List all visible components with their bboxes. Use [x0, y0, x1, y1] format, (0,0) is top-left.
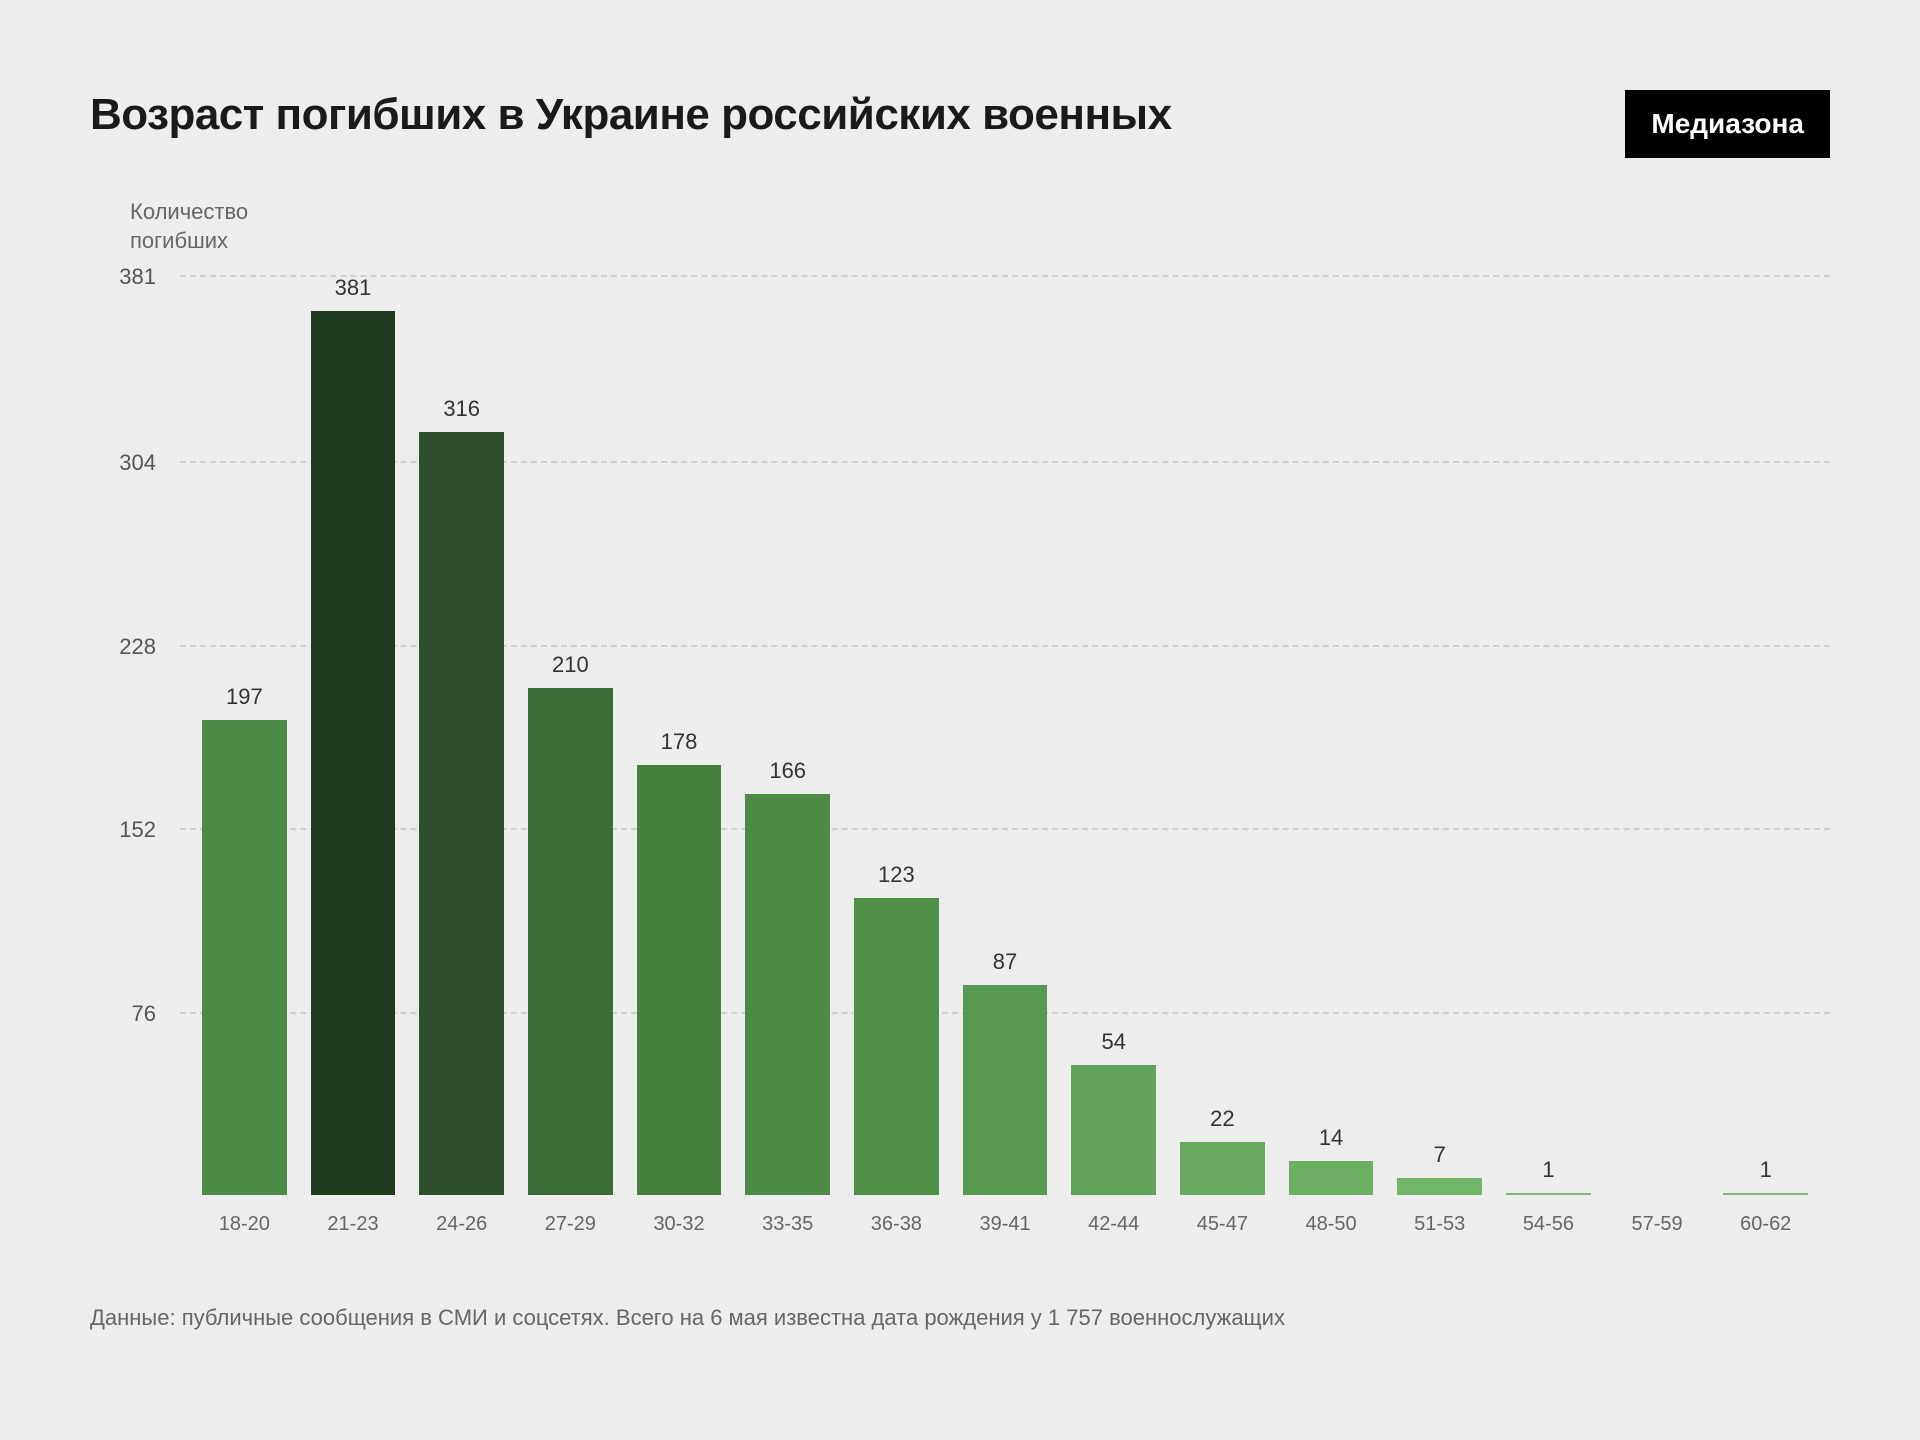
y-tick-label: 228: [119, 634, 156, 660]
bar: [1397, 1178, 1482, 1195]
bar-value-label: 123: [878, 862, 915, 888]
bar-value-label: 210: [552, 652, 589, 678]
yaxis-label-line1: Количество: [130, 199, 248, 224]
bar-value-label: 87: [993, 949, 1017, 975]
bar: [1071, 1065, 1156, 1195]
bar-slot: 316: [407, 275, 516, 1195]
bar-slot: 14: [1277, 275, 1386, 1195]
x-tick-label: 36-38: [842, 1195, 951, 1255]
y-tick-label: 76: [132, 1001, 156, 1027]
bar: [202, 720, 287, 1196]
x-tick-label: 39-41: [951, 1195, 1060, 1255]
bar-value-label: 7: [1434, 1142, 1446, 1168]
bar-value-label: 166: [769, 758, 806, 784]
chart: 76 152 228 304 381 197 381 316 210 178 166 123 87 54…: [90, 275, 1830, 1255]
yaxis-label: Количество погибших: [130, 198, 1830, 255]
chart-title: Возраст погибших в Украине российских во…: [90, 90, 1172, 140]
bar-slot: 210: [516, 275, 625, 1195]
bar: [854, 898, 939, 1195]
bars-container: 197 381 316 210 178 166 123 87 54 22 14 7 1 1: [180, 275, 1830, 1195]
source-note: Данные: публичные сообщения в СМИ и соцс…: [90, 1305, 1830, 1331]
bar-slot: 54: [1059, 275, 1168, 1195]
x-tick-label: 48-50: [1277, 1195, 1386, 1255]
bar-slot: [1603, 275, 1712, 1195]
bar-slot: 7: [1385, 275, 1494, 1195]
x-tick-label: 21-23: [299, 1195, 408, 1255]
bar: [745, 794, 830, 1195]
y-tick-label: 152: [119, 817, 156, 843]
plot-area: 76152228304381 1973813162101781661238754…: [180, 275, 1830, 1195]
bar-value-label: 1: [1542, 1157, 1554, 1183]
bar-value-label: 381: [335, 275, 372, 301]
x-tick-label: 27-29: [516, 1195, 625, 1255]
bar-value-label: 1: [1760, 1157, 1772, 1183]
bar-slot: 1: [1711, 275, 1820, 1195]
bar-value-label: 197: [226, 684, 263, 710]
x-tick-label: 60-62: [1711, 1195, 1820, 1255]
bar: [419, 432, 504, 1195]
bar-value-label: 22: [1210, 1106, 1234, 1132]
y-tick-label: 304: [119, 450, 156, 476]
x-tick-label: 45-47: [1168, 1195, 1277, 1255]
x-tick-label: 42-44: [1059, 1195, 1168, 1255]
header: Возраст погибших в Украине российских во…: [90, 90, 1830, 158]
bar-slot: 22: [1168, 275, 1277, 1195]
bar-value-label: 54: [1101, 1029, 1125, 1055]
bar-slot: 87: [951, 275, 1060, 1195]
bar-slot: 1: [1494, 275, 1603, 1195]
bar: [311, 311, 396, 1195]
x-tick-label: 18-20: [190, 1195, 299, 1255]
bar-value-label: 316: [443, 396, 480, 422]
bar-value-label: 178: [661, 729, 698, 755]
bar-value-label: 14: [1319, 1125, 1343, 1151]
x-tick-label: 54-56: [1494, 1195, 1603, 1255]
bar: [1180, 1142, 1265, 1195]
x-tick-label: 30-32: [625, 1195, 734, 1255]
x-tick-label: 24-26: [407, 1195, 516, 1255]
y-tick-label: 381: [119, 264, 156, 290]
x-axis: 18-2021-2324-2627-2930-3233-3536-3839-41…: [180, 1195, 1830, 1255]
x-tick-label: 51-53: [1385, 1195, 1494, 1255]
bar: [528, 688, 613, 1195]
yaxis-label-line2: погибших: [130, 228, 228, 253]
bar: [637, 765, 722, 1195]
bar-slot: 197: [190, 275, 299, 1195]
bar-slot: 166: [733, 275, 842, 1195]
bar: [1289, 1161, 1374, 1195]
bar: [963, 985, 1048, 1195]
bar-slot: 178: [625, 275, 734, 1195]
bar-slot: 123: [842, 275, 951, 1195]
bar-slot: 381: [299, 275, 408, 1195]
x-tick-label: 33-35: [733, 1195, 842, 1255]
brand-badge: Медиазона: [1625, 90, 1830, 158]
x-tick-label: 57-59: [1603, 1195, 1712, 1255]
